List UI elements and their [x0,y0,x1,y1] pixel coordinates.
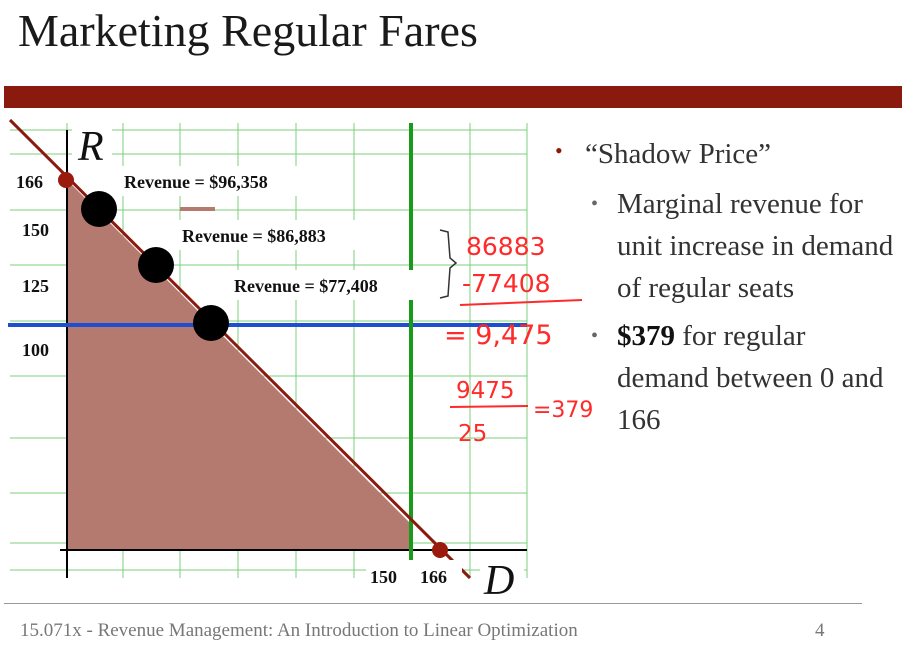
vertex-dot-3 [193,305,229,341]
hw-result: =379 [533,398,593,423]
revenue-label-1: Revenue = $96,358 [124,172,268,192]
revenue-label-3-bg [228,270,428,300]
vertex-dot-2 [138,247,174,283]
x-intercept-point [432,542,448,558]
revenue-label-2: Revenue = $86,883 [182,226,326,246]
hw-subtraction-line [459,299,583,306]
bullet-list: • “Shadow Price” • Marginal revenue for … [555,138,900,447]
y-tick-bg-125 [12,272,54,298]
y-axis-label-bg [72,122,112,166]
y-tick-100: 100 [22,340,49,360]
x-tick-150: 150 [370,567,397,587]
y-tick-bg-150 [12,216,54,242]
hw-subtrahend: -77408 [462,269,551,298]
feasible-region-chart: Revenue = $96,358 Revenue = $86,883 Reve… [8,118,593,598]
bullet-marker: • [555,138,563,163]
sub-bullet-marker: • [591,325,599,347]
bullet-shadow-price-text: “Shadow Price” [585,138,772,170]
title-accent-bar [4,86,902,108]
x-tick-166: 166 [420,567,447,587]
revenue-label-2-bg [175,220,380,250]
hw-minuend: 86883 [466,232,546,261]
bullet-shadow-value-text: for regular demand between 0 and 166 [617,320,884,436]
y-tick-150: 150 [22,220,49,240]
slide-title: Marketing Regular Fares [18,5,478,56]
hw-difference: = 9,475 [444,320,553,351]
y-tick-bg-166 [12,168,54,194]
hw-fraction-line [449,405,529,408]
handwritten-calculation: 86883 -77408 = 9,475 9475 25 =379 [439,229,593,447]
y-tick-166: 166 [16,172,43,192]
bullet-shadow-value: • $379 for regular demand between 0 and … [555,315,900,441]
hw-denominator: 25 [458,421,487,447]
x-tick-bg [366,560,462,588]
hw-numerator: 9475 [456,378,515,404]
x-axis-label-bg [480,554,524,598]
page-number: 4 [815,620,825,641]
revenue-label-1-underline [180,207,215,211]
vertex-dot-1 [81,191,117,227]
bullet-marginal-revenue-text: Marginal revenue for unit increase in de… [617,188,894,304]
bullet-shadow-price: • “Shadow Price” [555,138,900,171]
y-tick-bg-100 [12,336,54,362]
revenue-label-3: Revenue = $77,408 [234,276,378,296]
bracket-mark [439,229,458,299]
y-axis-label: R [77,124,104,170]
shadow-price-value: $379 [617,320,675,352]
footer-divider [4,603,862,604]
revenue-label-1-bg [116,166,336,196]
footer-course-title: 15.071x - Revenue Management: An Introdu… [20,620,578,641]
x-axis-label: D [483,558,514,598]
y-tick-125: 125 [22,276,49,296]
bullet-marginal-revenue: • Marginal revenue for unit increase in … [555,183,900,309]
y-intercept-point [58,172,74,188]
sub-bullet-marker: • [591,193,599,215]
